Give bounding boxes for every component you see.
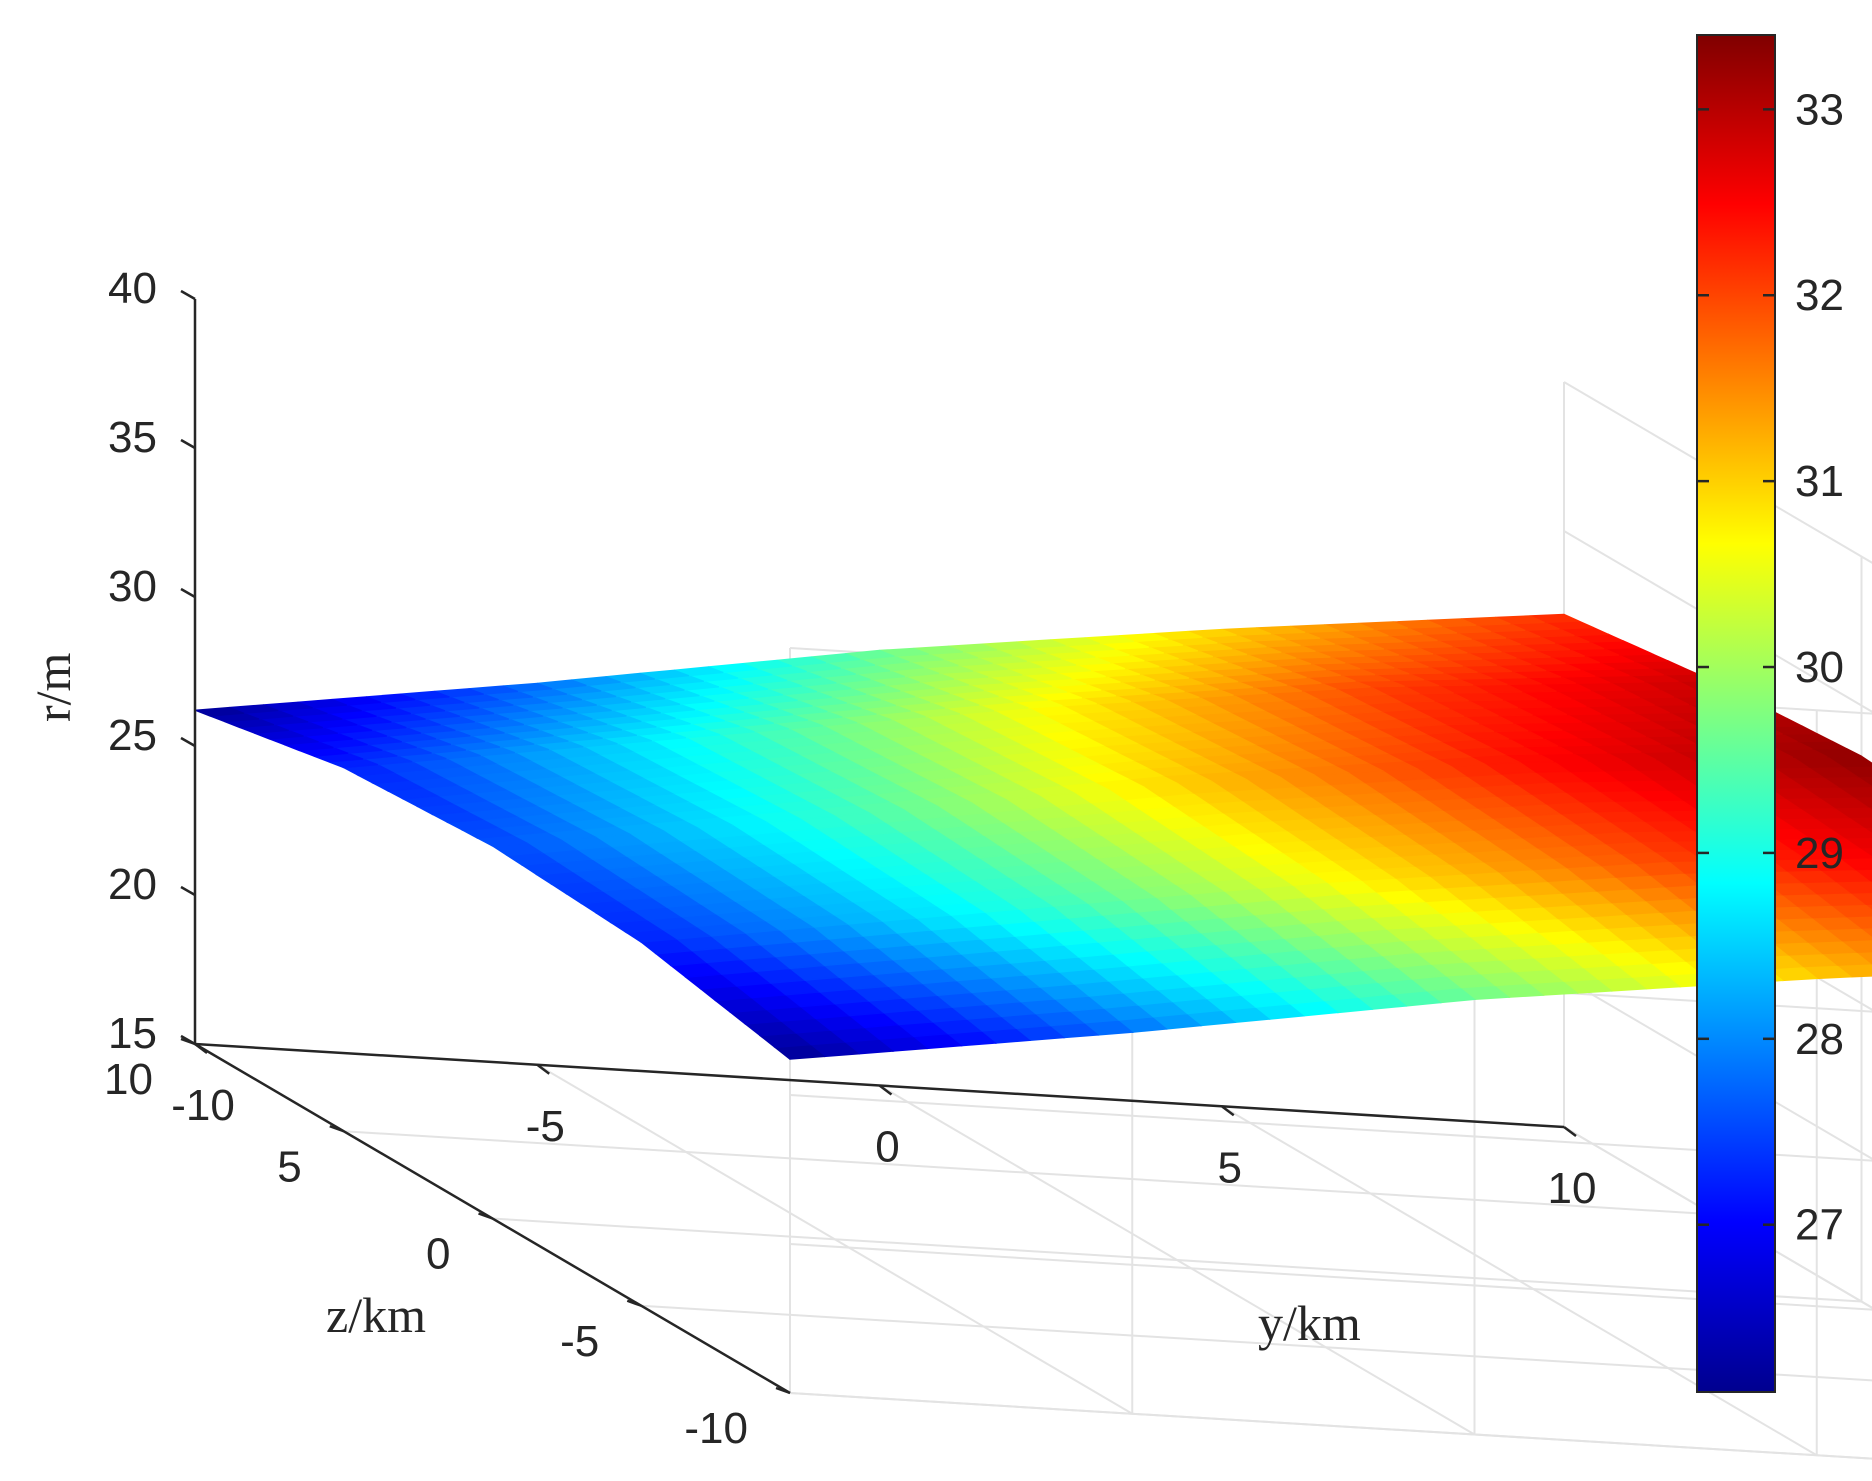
grid-line (1563, 977, 1872, 1160)
x-tick-mark (194, 1043, 208, 1054)
x-tick-mark (536, 1063, 550, 1075)
z-tick-mark (180, 1034, 196, 1046)
x-tick-label: 0 (875, 1123, 899, 1172)
y-tick-mark (478, 1212, 493, 1220)
colorbar-gradient (1696, 34, 1776, 1393)
y-axis-label: z/km (326, 1287, 426, 1343)
colorbar-tick-label: 31 (1795, 457, 1844, 506)
grid-line (1563, 381, 1872, 564)
x-tick-label: 5 (1218, 1143, 1242, 1192)
z-tick-label: 25 (108, 711, 157, 760)
colorbar-tick-label: 29 (1795, 829, 1844, 878)
x-tick-mark (878, 1084, 893, 1096)
colorbar-tick-label: 33 (1795, 85, 1844, 134)
colorbar-tick-label: 28 (1795, 1015, 1844, 1064)
grid-line (789, 1392, 1872, 1460)
y-tick-mark (626, 1299, 642, 1307)
x-tick-mark (1563, 1126, 1577, 1137)
x-tick-label: 10 (1548, 1164, 1597, 1213)
z-tick-mark (180, 289, 196, 301)
grid-line (641, 1304, 1872, 1382)
x-tick-mark (1221, 1105, 1235, 1117)
y-tick-label: 5 (277, 1142, 301, 1191)
x-axis-label: y/km (1258, 1295, 1361, 1351)
z-tick-label: 35 (108, 413, 157, 462)
z-axis-label: r/m (25, 652, 81, 722)
colorbar: 27 28 29 30 31 32 33 (1696, 34, 1844, 1393)
z-tick-mark (180, 438, 196, 450)
z-tick-mark (180, 587, 196, 599)
y-tick-label: -5 (560, 1317, 599, 1366)
grid-line (789, 1094, 1872, 1162)
grid-line (789, 1243, 1872, 1311)
z-tick-mark (180, 885, 196, 897)
surface (194, 613, 1872, 1060)
z-tick-label: 20 (108, 860, 157, 909)
surface-patch (194, 706, 245, 717)
grid-line (492, 1217, 1862, 1303)
x-tick-label: -10 (171, 1081, 235, 1130)
colorbar-tick-label: 32 (1795, 271, 1844, 320)
z-tick-label: 30 (108, 562, 157, 611)
z-tick-mark (180, 736, 196, 748)
grid-line (1563, 530, 1872, 713)
colorbar-ticks: 27 28 29 30 31 32 33 (1697, 85, 1844, 1250)
y-tick-label: 0 (426, 1230, 450, 1279)
y-tick-label: -10 (684, 1404, 748, 1453)
y-tick-label: 10 (104, 1055, 153, 1104)
y-tick-mark (775, 1386, 791, 1395)
grid-line (789, 1392, 1872, 1460)
colorbar-tick-label: 30 (1795, 643, 1844, 692)
z-tick-label: 40 (108, 264, 157, 313)
z-tick-label: 15 (108, 1009, 157, 1058)
axes (180, 289, 1577, 1395)
grid-line (343, 1130, 1713, 1216)
colorbar-tick-label: 27 (1795, 1201, 1844, 1250)
y-tick-mark (329, 1125, 345, 1133)
x-tick-label: -5 (526, 1102, 565, 1151)
